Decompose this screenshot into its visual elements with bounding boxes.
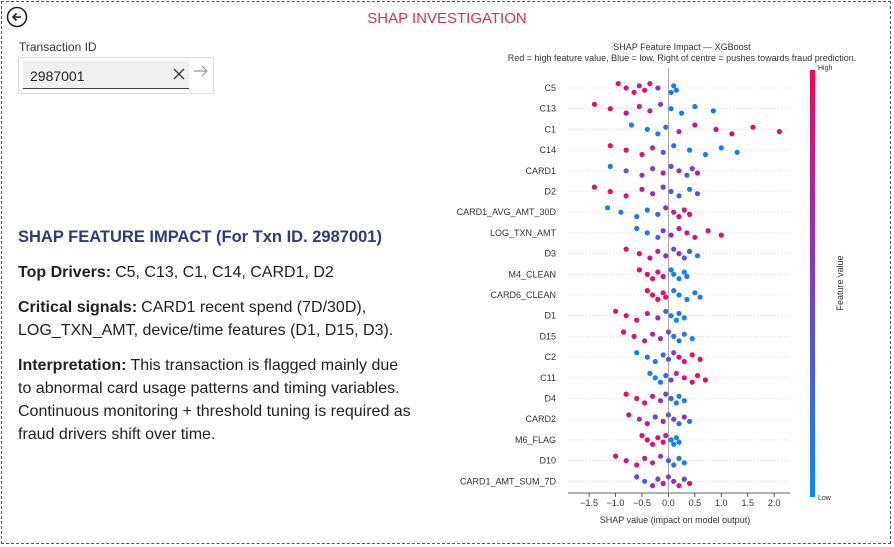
page-title: SHAP INVESTIGATION	[367, 10, 527, 27]
summary-heading: SHAP FEATURE IMPACT (For Txn ID. 2987001…	[18, 228, 382, 246]
paragraph-text: This transaction is flagged mainly due t…	[18, 357, 411, 443]
paragraph: Top Drivers: C5, C13, C1, C14, CARD1, D2	[18, 261, 413, 284]
summary: SHAP FEATURE IMPACT (For Txn ID. 2987001…	[18, 226, 413, 458]
paragraph-label: Interpretation:	[18, 357, 127, 374]
paragraph: Critical signals: CARD1 recent spend (7D/…	[18, 296, 413, 342]
text-input[interactable]: 2987001	[23, 61, 189, 89]
paragraph-label: Critical signals:	[18, 299, 138, 316]
paragraph: Interpretation: This transaction is flagg…	[18, 354, 413, 446]
paragraph-label: Top Drivers:	[18, 264, 112, 281]
input-value: 2987001	[30, 68, 85, 84]
paragraph-text: CARD1 recent spend (7D/30D), LOG_TXN_AMT…	[18, 299, 394, 339]
input-label: Transaction ID	[19, 40, 97, 54]
submit-button[interactable]	[193, 64, 209, 78]
paragraph-text: C5, C13, C1, C14, CARD1, D2	[115, 264, 334, 281]
input-box: 2987001	[18, 57, 214, 94]
back-button[interactable]	[6, 6, 28, 28]
clear-button[interactable]	[173, 68, 185, 80]
